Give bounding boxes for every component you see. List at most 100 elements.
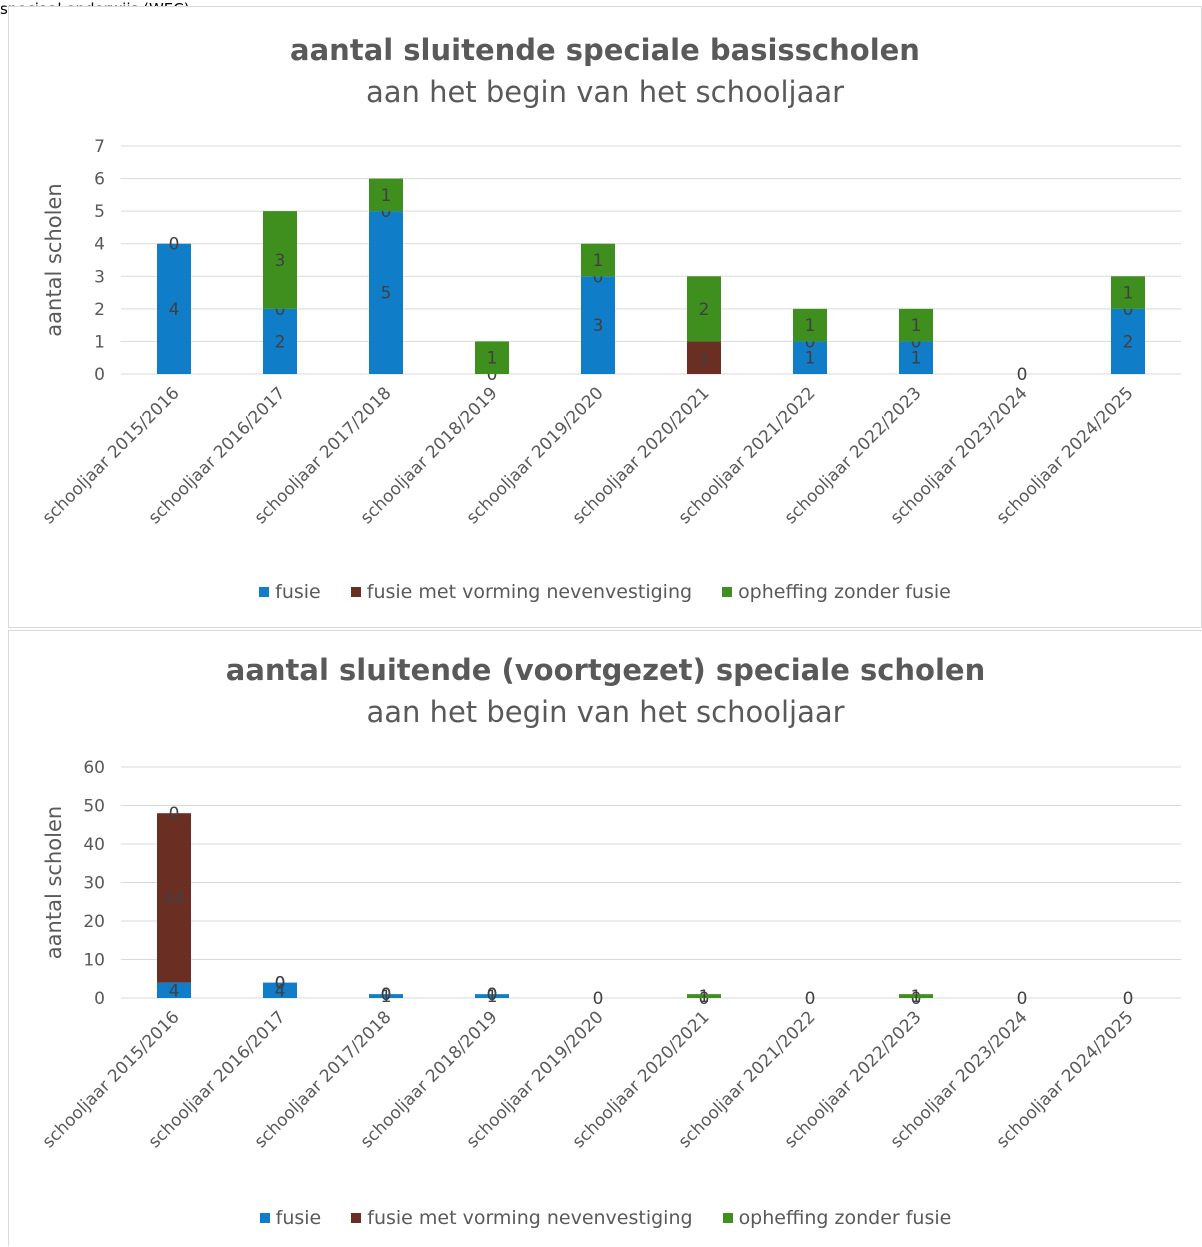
data-label: 0 [911, 989, 922, 1009]
y-tick-label: 4 [94, 235, 105, 255]
chart-panel-speciale-scholen: aantal sluitende (voortgezet) speciale s… [8, 630, 1202, 1246]
data-label: 1 [487, 349, 498, 369]
y-tick-label: 10 [83, 951, 105, 971]
chart-title: aantal sluitende speciale basisscholen [290, 33, 920, 67]
y-axis-title: aantal scholen [42, 183, 66, 336]
data-label: 0 [1123, 300, 1134, 320]
y-tick-label: 1 [94, 332, 105, 352]
data-label: 5 [381, 284, 392, 304]
data-label: 4 [169, 981, 180, 1001]
bar-fusie [157, 243, 191, 374]
data-label: 1 [1123, 284, 1134, 304]
chart-subtitle: aan het begin van het schooljaar [366, 695, 845, 729]
chart-subtitle: aan het begin van het schooljaar [365, 75, 845, 109]
y-tick-label: 40 [83, 835, 105, 855]
bar-fusie [1111, 308, 1145, 374]
bar-fusie [263, 982, 297, 998]
legend-item-fusie: fusie [259, 581, 321, 603]
bar-fusie [475, 994, 509, 998]
bar-fusie [899, 341, 933, 374]
bar-opheffing [899, 994, 933, 998]
data-label: 1 [381, 987, 392, 1007]
y-tick-label: 60 [83, 758, 105, 778]
legend-item-fusie-nevenvestiging: fusie met vorming nevenvestiging [351, 1207, 693, 1229]
bar-opheffing [793, 308, 827, 342]
bar-fusie [157, 982, 191, 998]
data-label: 2 [1123, 332, 1134, 352]
legend-swatch-fusie-nevenvestiging [350, 587, 361, 597]
data-label: 0 [275, 974, 286, 994]
legend-label: fusie [275, 1207, 322, 1229]
y-tick-label: 0 [94, 989, 105, 1009]
bar-opheffing [475, 341, 509, 374]
y-tick-label: 30 [83, 874, 105, 894]
data-label: 0 [487, 365, 498, 385]
data-label: 0 [275, 300, 286, 320]
data-label: 0 [593, 989, 604, 1009]
bar-opheffing [687, 276, 721, 342]
data-label: 0 [487, 985, 498, 1005]
data-label: 4 [275, 981, 286, 1001]
y-tick-label: 5 [94, 202, 105, 222]
y-tick-label: 0 [94, 365, 105, 385]
data-label: 0 [487, 985, 498, 1005]
chart-legend: fusie fusie met vorming nevenvestiging o… [9, 581, 1201, 603]
legend-item-fusie: fusie [259, 1207, 322, 1229]
data-label: 1 [381, 186, 392, 206]
legend-label: opheffing zonder fusie [738, 581, 951, 603]
y-tick-label: 20 [83, 912, 105, 932]
bar-fusie [369, 994, 403, 998]
data-label: 1 [805, 349, 816, 369]
data-label: 0 [699, 989, 710, 1009]
data-label: 0 [1123, 989, 1134, 1009]
y-tick-label: 6 [94, 170, 105, 190]
bar-opheffing [1111, 276, 1145, 309]
data-label: 3 [275, 251, 286, 271]
legend-swatch-opheffing [722, 1213, 733, 1223]
bar-opheffing [369, 178, 403, 212]
data-label: 1 [487, 987, 498, 1007]
data-label: 1 [911, 349, 922, 369]
bar-opheffing [687, 994, 721, 998]
legend-item-fusie-nevenvestiging: fusie met vorming nevenvestiging [350, 581, 693, 603]
data-label: 1 [699, 987, 710, 1007]
y-tick-label: 7 [94, 137, 105, 157]
legend-label: fusie [275, 581, 321, 603]
legend-swatch-fusie [259, 587, 270, 597]
data-label: 0 [275, 974, 286, 994]
bar-fusie-nevenvestiging [687, 341, 721, 374]
legend-swatch-fusie-nevenvestiging [351, 1213, 362, 1223]
bar-opheffing [263, 211, 297, 309]
data-label: 2 [699, 300, 710, 320]
data-label: 0 [1017, 989, 1028, 1009]
legend-item-opheffing: opheffing zonder fusie [722, 581, 951, 603]
chart-legend: fusie fusie met vorming nevenvestiging o… [9, 1207, 1202, 1229]
legend-item-opheffing: opheffing zonder fusie [722, 1207, 951, 1229]
data-label: 0 [593, 267, 604, 287]
chart-title: aantal sluitende (voortgezet) speciale s… [225, 653, 986, 687]
legend-swatch-opheffing [722, 587, 733, 597]
bar-fusie [263, 308, 297, 374]
data-label: 44 [163, 889, 185, 909]
data-label: 0 [169, 804, 180, 824]
legend-swatch-fusie [259, 1213, 270, 1223]
data-label: 0 [381, 985, 392, 1005]
bar-fusie [581, 276, 615, 374]
chart-panel-basisscholen: aantal sluitende speciale basisscholen a… [8, 6, 1202, 628]
y-tick-label: 3 [94, 267, 105, 287]
data-label: 0 [805, 989, 816, 1009]
data-label: 0 [1017, 365, 1028, 385]
bar-fusie-nevenvestiging [157, 813, 191, 983]
data-label: 0 [805, 332, 816, 352]
y-tick-label: 50 [83, 797, 105, 817]
data-label: 4 [169, 300, 180, 320]
data-label: 2 [275, 332, 286, 352]
data-label: 1 [593, 251, 604, 271]
legend-label: fusie met vorming nevenvestiging [367, 1207, 693, 1229]
legend-label: fusie met vorming nevenvestiging [366, 581, 693, 603]
y-tick-label: 2 [94, 300, 105, 320]
y-axis-title: aantal scholen [42, 806, 66, 959]
data-label: 0 [169, 235, 180, 255]
